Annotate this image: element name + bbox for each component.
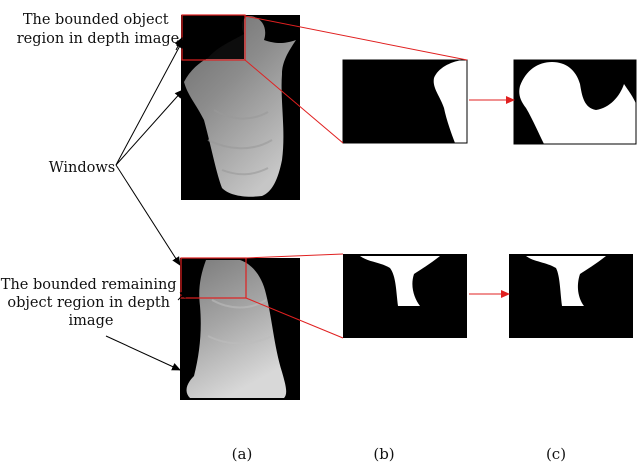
bounding-box-bottom	[180, 257, 247, 299]
bottom-region-label: The bounded remaining object region in d…	[1, 277, 181, 329]
caption-b: (b)	[373, 445, 394, 463]
caption-a: (a)	[232, 445, 253, 463]
mask-c-top	[513, 59, 637, 145]
arrow-bottom-label-to-image	[105, 335, 181, 371]
arrow-windows-to-top-box	[115, 39, 184, 166]
depth-object-top	[184, 16, 296, 197]
arrow-windows-to-top-image	[115, 89, 184, 166]
windows-label: Windows	[49, 160, 116, 176]
depth-object-bottom	[186, 260, 287, 398]
arrow-windows-to-bottom-box	[115, 164, 181, 266]
mask-b-top	[342, 59, 468, 144]
arrow-bottom-label-to-box	[177, 289, 189, 301]
zoom-lines-bottom	[245, 253, 344, 339]
caption-c: (c)	[546, 445, 566, 463]
depth-image-top	[181, 14, 300, 200]
top-region-label: The bounded object region in depth image	[17, 12, 180, 47]
mask-b-bottom	[343, 254, 467, 338]
zoom-lines-top	[244, 15, 468, 144]
mask-c-bottom	[509, 254, 633, 338]
depth-image-bottom	[180, 257, 300, 400]
